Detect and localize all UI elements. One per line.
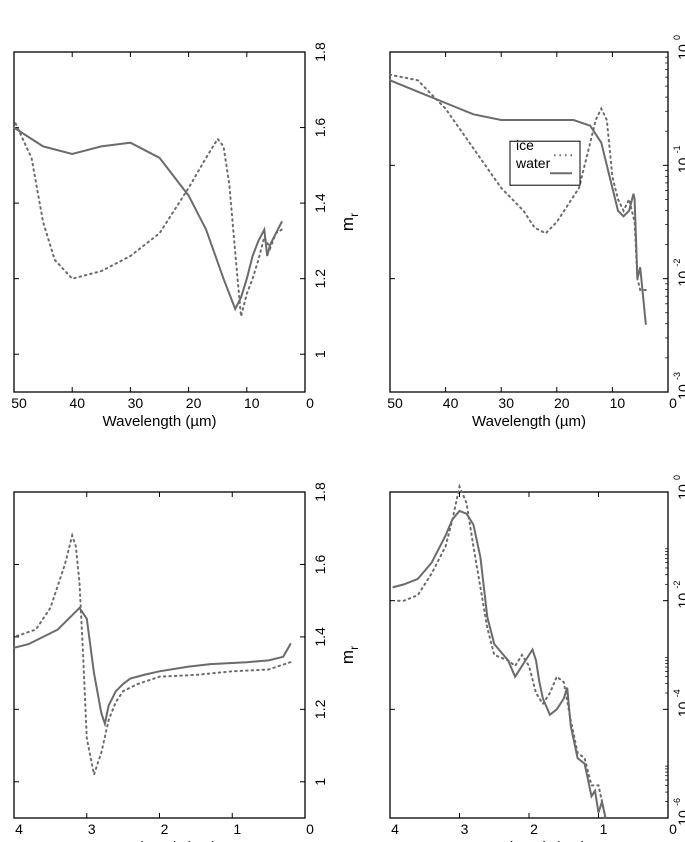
legend-label-ice: ice — [516, 137, 534, 153]
series-water — [13, 126, 283, 312]
x-tick-label: 2 — [161, 821, 169, 837]
x-axis-label: Wavelength (µm) — [103, 839, 217, 842]
y-axis-label: mr — [338, 213, 361, 231]
x-tick-label: 4 — [15, 821, 23, 837]
plot-frame — [389, 51, 669, 393]
y-tick-exponent: 0 — [672, 35, 682, 40]
y-tick-label: 10 — [675, 810, 685, 826]
legend-label-water: water — [515, 155, 551, 171]
series-ice — [13, 531, 292, 779]
y-tick-label: 1.8 — [312, 482, 328, 502]
x-tick-label: 3 — [88, 821, 96, 837]
x-tick-label: 1 — [600, 821, 608, 837]
x-tick-label: 0 — [306, 821, 314, 837]
y-tick-exponent: -2 — [672, 259, 682, 267]
y-axis-label: mr — [338, 646, 361, 664]
y-tick-exponent: -4 — [672, 689, 682, 697]
panel-real-long: 0 10 20 30 40 50 1 1.2 1.4 1.6 1.8 Wavelength (µm) m… — [11, 42, 361, 430]
x-tick-label: 40 — [443, 395, 459, 411]
y-tick-label: 1.6 — [312, 118, 328, 138]
x-tick-label: 20 — [554, 395, 570, 411]
plot-frame — [13, 51, 306, 393]
y-tick-label: 10 — [675, 271, 685, 287]
y-tick-label: 1.8 — [312, 42, 328, 62]
x-tick-label: 0 — [306, 395, 314, 411]
y-tick-exponent: -3 — [672, 372, 682, 380]
x-tick-label: 40 — [69, 395, 85, 411]
x-tick-label: 2 — [530, 821, 538, 837]
x-tick-label: 0 — [669, 821, 677, 837]
x-tick-label: 1 — [233, 821, 241, 837]
x-tick-label: 20 — [186, 395, 202, 411]
x-axis-label: Wavelength (µm) — [472, 839, 586, 842]
plot-frame — [13, 491, 306, 819]
y-tick-label: 10 — [675, 384, 685, 400]
y-tick-exponent: -2 — [672, 581, 682, 589]
y-tick-label: 10 — [675, 484, 685, 500]
y-tick-label: 10 — [675, 44, 685, 60]
y-tick-label: 1.4 — [312, 627, 328, 647]
series-ice — [389, 73, 647, 291]
legend: water ice — [509, 137, 581, 186]
y-tick-label: 10 — [675, 593, 685, 609]
x-axis-label: Wavelength (µm) — [472, 413, 586, 430]
x-tick-label: 4 — [391, 821, 399, 837]
y-tick-label: 1.2 — [312, 269, 328, 289]
x-tick-label: 10 — [244, 395, 260, 411]
x-tick-label: 30 — [128, 395, 144, 411]
x-tick-label: 50 — [387, 395, 403, 411]
y-tick-exponent: -6 — [672, 798, 682, 806]
y-tick-label: 1 — [312, 778, 328, 786]
series-water — [13, 606, 292, 728]
y-tick-label: 1.2 — [312, 699, 328, 719]
y-tick-exponent: 0 — [672, 475, 682, 480]
x-axis-label: Wavelength (µm) — [103, 413, 217, 430]
y-tick-exponent: -1 — [672, 145, 682, 153]
x-tick-label: 50 — [11, 395, 27, 411]
y-tick-label: 10 — [675, 157, 685, 173]
series-ice — [395, 483, 607, 819]
x-tick-label: 30 — [498, 395, 514, 411]
y-tick-label: 1.6 — [312, 555, 328, 575]
x-tick-label: 10 — [610, 395, 626, 411]
series-water — [389, 79, 647, 325]
series-ice — [13, 119, 283, 317]
y-tick-label: 1 — [312, 350, 328, 358]
x-tick-label: 0 — [669, 395, 677, 411]
y-tick-label: 1.4 — [312, 193, 328, 213]
series-water — [392, 509, 607, 819]
panel-real-short: 0 1 2 3 4 1 1.2 1.4 1.6 1.8 Wavelength (µm) mr — [13, 482, 361, 842]
y-tick-label: 10 — [675, 701, 685, 717]
x-tick-label: 3 — [461, 821, 469, 837]
